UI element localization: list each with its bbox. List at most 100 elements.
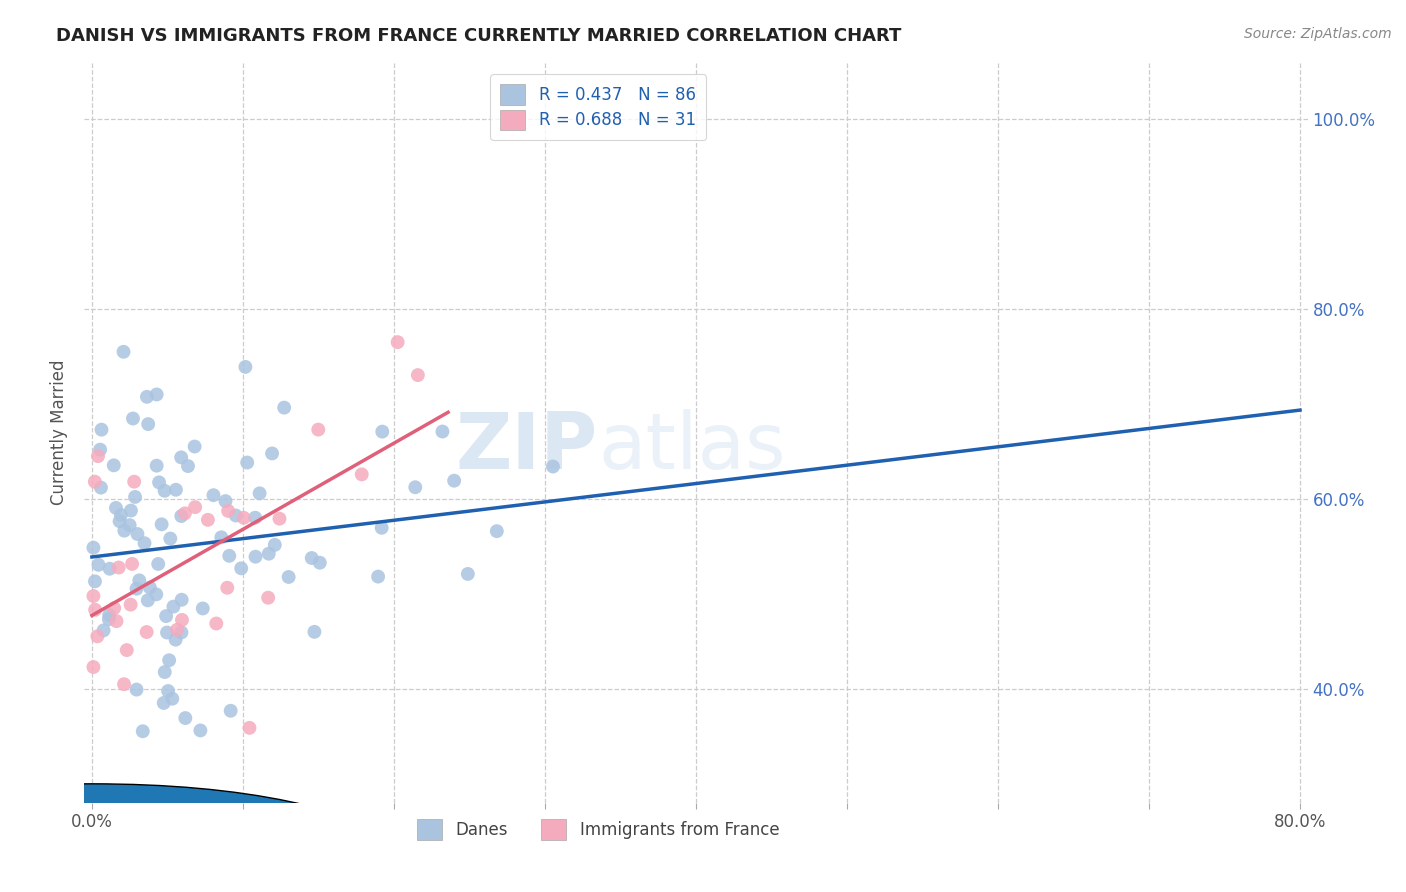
Point [162,599,184,614]
Point [214,494,236,508]
Point [82,541,104,555]
Point [97,612,120,626]
Point [82,589,104,603]
Point [231,561,253,575]
Point [145,458,167,473]
Point [98,608,121,623]
Point [404,480,426,494]
Point [93,624,115,638]
Point [112,677,135,691]
Point [82,660,104,674]
Point [110,508,132,522]
Y-axis label: Currently Married: Currently Married [51,359,69,506]
Point [209,530,232,544]
Text: Source: ZipAtlas.com: Source: ZipAtlas.com [1244,27,1392,41]
Point [443,474,465,488]
Point [170,509,193,524]
Point [190,723,212,738]
Point [235,359,257,374]
Point [145,387,167,401]
Point [157,684,180,698]
Point [112,524,135,538]
Point [103,601,125,615]
Point [152,696,174,710]
Point [121,557,143,571]
Legend: Danes, Immigrants from France: Danes, Immigrants from France [411,813,786,847]
Point [157,653,180,667]
Point [191,601,214,615]
Point [87,558,110,572]
Point [273,401,295,415]
Point [183,440,205,454]
Point [125,682,148,697]
Point [245,549,267,564]
Point [257,547,280,561]
Point [202,488,225,502]
Point [125,582,148,596]
Point [90,481,112,495]
Point [165,483,187,497]
Point [107,560,129,574]
Point [166,623,188,637]
Point [87,449,110,463]
Point [155,609,177,624]
Point [263,538,285,552]
Point [170,613,193,627]
Point [301,551,323,566]
Point [136,390,159,404]
Point [162,691,184,706]
Point [304,624,326,639]
Point [174,711,197,725]
Point [118,518,141,533]
Point [122,411,145,425]
Point [257,591,280,605]
Point [112,344,135,359]
Point [371,425,394,439]
Point [184,500,207,515]
Point [153,665,176,679]
Point [350,467,373,482]
Point [197,513,219,527]
Point [84,574,107,589]
FancyBboxPatch shape [0,784,546,892]
Point [159,532,181,546]
Point [232,511,254,525]
Point [387,335,409,350]
Text: ZIP: ZIP [456,409,598,485]
Point [122,475,145,489]
Point [177,459,200,474]
Point [148,475,170,490]
Point [127,527,149,541]
Point [132,724,155,739]
Point [406,368,429,383]
Point [103,458,125,473]
Point [243,510,266,524]
Point [120,598,142,612]
Point [124,490,146,504]
Point [136,593,159,607]
Point [308,556,330,570]
Point [120,503,142,517]
Point [170,592,193,607]
Point [236,456,259,470]
Point [219,704,242,718]
Text: atlas: atlas [598,409,786,485]
Point [84,603,107,617]
Point [89,442,111,457]
Point [370,521,392,535]
Point [108,514,131,528]
Point [156,625,179,640]
Point [367,569,389,583]
Point [150,517,173,532]
Point [170,625,193,640]
Point [105,614,128,628]
Point [457,566,479,581]
Point [277,570,299,584]
Point [134,536,156,550]
Point [104,500,127,515]
Point [148,557,170,571]
Point [86,629,108,643]
Point [269,511,291,525]
Point [128,574,150,588]
Point [139,581,162,595]
